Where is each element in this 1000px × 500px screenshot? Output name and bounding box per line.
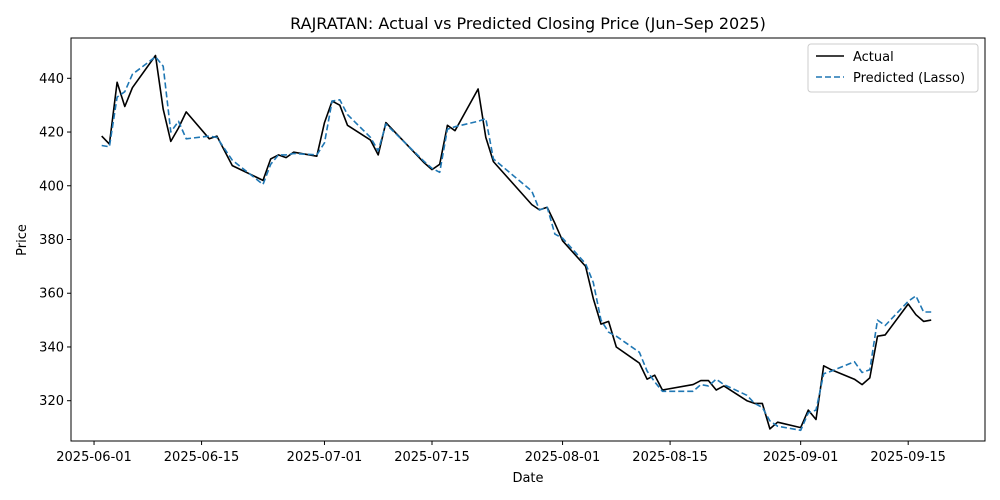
legend-box (807, 43, 979, 93)
x-tick-label: 2025-07-01 (287, 450, 363, 465)
legend-label-actual: Actual (853, 50, 894, 65)
y-tick-label: 440 (39, 72, 64, 87)
legend-label-predicted: Predicted (Lasso) (853, 71, 965, 86)
y-axis: 320 340 360 380 400 420 440 (39, 72, 71, 409)
x-axis-label: Date (512, 471, 543, 486)
y-tick-label: 380 (39, 233, 64, 248)
x-tick-label: 2025-07-15 (394, 450, 470, 465)
x-tick-label: 2025-09-01 (763, 450, 839, 465)
y-tick-label: 320 (39, 394, 64, 409)
y-tick-label: 360 (39, 287, 64, 302)
x-tick-label: 2025-06-01 (56, 450, 132, 465)
chart-title: RAJRATAN: Actual vs Predicted Closing Pr… (290, 14, 766, 33)
x-tick-label: 2025-08-15 (632, 450, 708, 465)
x-tick-label: 2025-08-01 (525, 450, 601, 465)
y-tick-label: 340 (39, 340, 64, 355)
series-layer (101, 54, 932, 432)
plot-frame (70, 37, 986, 442)
y-tick-label: 420 (39, 126, 64, 141)
legend: Actual Predicted (Lasso) (807, 43, 979, 93)
x-tick-label: 2025-09-15 (870, 450, 946, 465)
x-tick-label: 2025-06-15 (164, 450, 240, 465)
y-axis-label: Price (15, 224, 30, 256)
series-line-actual (101, 54, 932, 430)
series-line-predicted (101, 55, 932, 432)
y-tick-label: 400 (39, 179, 64, 194)
x-axis: 2025-06-01 2025-06-15 2025-07-01 2025-07-15… (56, 441, 946, 465)
